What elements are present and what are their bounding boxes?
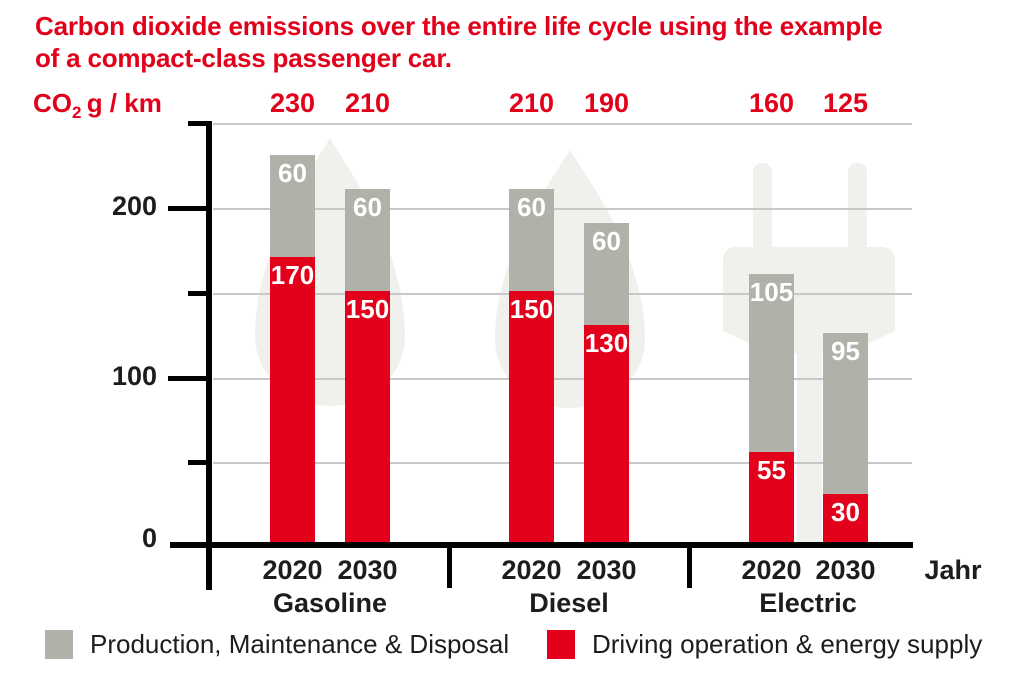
gridline-100 [213, 378, 912, 380]
unit-prefix: CO [33, 88, 72, 118]
bar-total-diesel-2020: 210 [508, 88, 555, 118]
unit-subscript: 2 [72, 103, 82, 123]
bar-segment-value: 30 [831, 497, 860, 527]
y-minor-tick-150 [188, 291, 211, 296]
bar-total-gasoline-2020: 230 [269, 88, 316, 118]
bar-segment-production: 105 [749, 274, 794, 452]
bar-total-gasoline-2030: 210 [344, 88, 391, 118]
unit-suffix: g / km [86, 88, 162, 118]
legend-label-driving: Driving operation & energy supply [592, 629, 983, 659]
bar-segment-value: 60 [278, 158, 307, 188]
y-axis-line [206, 121, 212, 590]
x-tick-label-gasoline-2030: 2030 [337, 555, 398, 585]
bar-diesel-2030: 60 130 [584, 223, 629, 545]
bar-segment-value: 55 [757, 455, 786, 485]
chart-title: Carbon dioxide emissions over the entire… [35, 10, 883, 74]
y-major-tick-100 [168, 376, 211, 381]
x-group-label-diesel: Diesel [529, 588, 609, 618]
x-axis-line [170, 542, 913, 548]
bar-segment-value: 60 [592, 226, 621, 256]
y-axis-unit-label: CO2 g / km [33, 88, 162, 123]
bar-electric-2030: 95 30 [823, 333, 868, 545]
gridline-150 [213, 293, 912, 295]
bar-segment-driving: 30 [823, 494, 868, 545]
bar-segment-driving: 55 [749, 452, 794, 545]
bar-segment-value: 60 [353, 192, 382, 222]
legend-swatch-red [547, 629, 575, 659]
bar-electric-2020: 105 55 [749, 274, 794, 545]
bar-gasoline-2020: 60 170 [270, 155, 315, 545]
group-divider [447, 545, 452, 588]
bar-diesel-2020: 60 150 [509, 189, 554, 545]
bar-segment-value: 150 [345, 294, 390, 324]
bar-total-electric-2030: 125 [822, 88, 869, 118]
y-minor-tick-50 [188, 460, 211, 465]
chart-title-line2: of a compact-class passenger car. [35, 43, 452, 73]
x-group-label-gasoline: Gasoline [272, 588, 388, 618]
y-tick-label-100: 100 [111, 361, 157, 391]
bar-total-electric-2020: 160 [748, 88, 795, 118]
bar-segment-production: 60 [584, 223, 629, 325]
x-tick-label-diesel-2020: 2020 [501, 555, 562, 585]
bar-segment-value: 170 [270, 260, 315, 290]
y-tick-label-200: 200 [111, 191, 157, 221]
gridline-50 [213, 462, 912, 464]
bar-segment-value: 150 [509, 294, 554, 324]
bar-segment-driving: 130 [584, 325, 629, 545]
x-tick-label-electric-2030: 2030 [815, 555, 876, 585]
bar-segment-driving: 170 [270, 257, 315, 545]
y-minor-tick-250 [188, 121, 211, 126]
bar-segment-production: 60 [270, 155, 315, 257]
y-major-tick-200 [168, 206, 211, 211]
bar-segment-driving: 150 [509, 291, 554, 545]
bar-segment-driving: 150 [345, 291, 390, 545]
x-tick-label-electric-2020: 2020 [741, 555, 802, 585]
x-axis-title: Jahr [924, 555, 982, 585]
bar-segment-production: 60 [345, 189, 390, 291]
legend-swatch-gray [45, 629, 73, 659]
group-divider [687, 545, 692, 588]
x-tick-label-diesel-2030: 2030 [576, 555, 637, 585]
bar-total-diesel-2030: 190 [583, 88, 630, 118]
x-group-label-electric: Electric [759, 588, 857, 618]
chart-title-line1: Carbon dioxide emissions over the entire… [35, 11, 883, 41]
y-tick-label-0: 0 [141, 523, 157, 553]
bar-gasoline-2030: 60 150 [345, 189, 390, 545]
bar-segment-value: 60 [517, 192, 546, 222]
bar-segment-value: 105 [749, 277, 794, 307]
bar-segment-production: 95 [823, 333, 868, 494]
bar-segment-value: 130 [584, 328, 629, 358]
legend-item-production: Production, Maintenance & Disposal [45, 629, 509, 659]
gridline-250 [213, 123, 912, 125]
legend-label-production: Production, Maintenance & Disposal [90, 629, 510, 659]
legend-item-driving: Driving operation & energy supply [547, 629, 982, 659]
gridline-200 [213, 208, 912, 210]
bar-segment-value: 95 [831, 336, 860, 366]
x-tick-label-gasoline-2020: 2020 [262, 555, 323, 585]
bar-segment-production: 60 [509, 189, 554, 291]
